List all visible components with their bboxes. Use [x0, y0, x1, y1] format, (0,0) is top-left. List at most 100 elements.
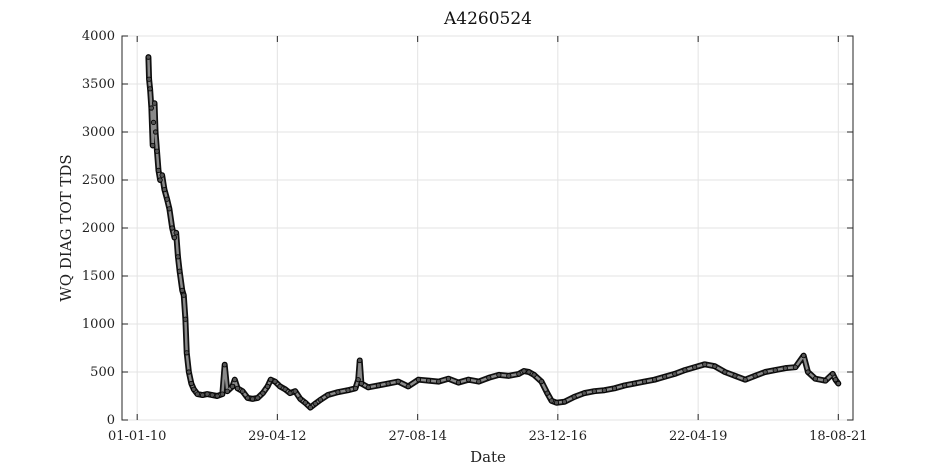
y-tick-label: 0 [107, 413, 115, 428]
data-point [830, 371, 836, 377]
data-point [732, 373, 738, 379]
data-point [186, 369, 192, 375]
data-point [245, 395, 251, 401]
data-point [239, 388, 246, 394]
y-tick-label: 500 [90, 365, 115, 380]
data-point [357, 357, 363, 364]
data-point [531, 372, 537, 378]
x-tick-label: 27-08-14 [388, 429, 446, 444]
data-point [234, 385, 241, 391]
data-point [159, 172, 165, 178]
data-point [395, 378, 401, 385]
data-point [526, 369, 532, 375]
data-point [317, 397, 324, 403]
data-point [268, 377, 274, 383]
data-point [486, 375, 492, 381]
data-point [232, 377, 238, 383]
data-point [214, 393, 220, 399]
data-point [561, 399, 568, 405]
data-point [272, 378, 278, 385]
data-point [345, 387, 351, 393]
data-point [591, 388, 597, 394]
data-point [521, 368, 527, 374]
data-point [822, 378, 829, 384]
data-point [385, 380, 391, 387]
data-point [832, 377, 839, 383]
data-point [355, 377, 361, 383]
data-point [222, 362, 228, 368]
data-point [622, 382, 628, 389]
data-point [155, 167, 162, 173]
data-point [662, 374, 668, 380]
x-tick-label: 23-12-16 [529, 429, 587, 444]
y-tick-label: 2500 [82, 173, 115, 188]
data-point [148, 105, 154, 111]
y-tick-label: 4000 [82, 29, 115, 44]
data-point [762, 369, 768, 375]
data-point [171, 235, 178, 241]
x-tick-label: 29-04-12 [248, 429, 306, 444]
data-point [641, 378, 648, 385]
data-point [506, 373, 512, 379]
data-point [287, 390, 293, 396]
data-point [496, 372, 502, 378]
data-point [182, 316, 188, 322]
data-point [173, 230, 179, 236]
data-point [805, 369, 811, 375]
data-point [150, 142, 156, 149]
y-tick-label: 1000 [82, 317, 115, 332]
data-point [772, 367, 778, 373]
data-point [312, 401, 318, 407]
data-point [179, 287, 185, 293]
data-point [835, 380, 841, 387]
data-point [157, 177, 163, 183]
data-point [152, 129, 159, 135]
x-tick-label: 01-01-10 [108, 429, 166, 444]
data-point [147, 86, 153, 92]
data-point [358, 380, 364, 387]
data-point [712, 363, 718, 369]
data-point [425, 378, 432, 384]
data-layer [145, 54, 842, 411]
data-point [194, 391, 201, 397]
data-point [191, 386, 197, 392]
data-point [335, 389, 341, 395]
data-point [651, 377, 658, 383]
data-point [365, 384, 371, 390]
data-point [277, 383, 283, 389]
data-point [611, 385, 618, 391]
data-point [465, 377, 472, 383]
data-point [553, 400, 560, 406]
data-point [260, 390, 266, 396]
data-point [601, 387, 607, 393]
data-point [292, 388, 298, 394]
y-axis-label: WQ DIAG TOT TDS [57, 154, 75, 301]
data-point [722, 369, 728, 375]
data-point [181, 292, 187, 298]
data-point [325, 392, 331, 398]
data-point [752, 373, 758, 379]
data-point [445, 376, 451, 382]
data-point [166, 206, 172, 212]
data-point [209, 392, 215, 398]
data-point [151, 100, 158, 106]
data-point [581, 390, 587, 396]
data-point [801, 353, 807, 359]
data-point [571, 394, 577, 400]
data-point [164, 196, 170, 202]
x-tick-label: 18-08-21 [809, 429, 867, 444]
data-point [175, 254, 181, 260]
data-point [249, 396, 256, 402]
data-point [436, 378, 442, 385]
data-point [672, 371, 678, 377]
data-point [476, 378, 482, 385]
data-point [255, 395, 261, 401]
data-point [297, 396, 303, 402]
data-point [150, 119, 157, 126]
data-point [631, 380, 638, 387]
x-tick-label: 22-04-19 [669, 429, 727, 444]
y-tick-label: 2000 [82, 221, 115, 236]
data-point [455, 379, 462, 386]
chart-title: A4260524 [443, 9, 532, 29]
